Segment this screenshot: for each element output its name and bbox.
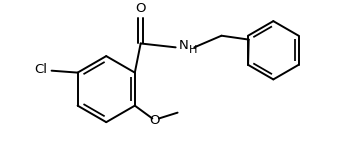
Text: H: H xyxy=(189,45,197,55)
Text: O: O xyxy=(149,114,159,127)
Text: Cl: Cl xyxy=(35,63,48,76)
Text: N: N xyxy=(179,39,189,52)
Text: O: O xyxy=(135,2,146,15)
